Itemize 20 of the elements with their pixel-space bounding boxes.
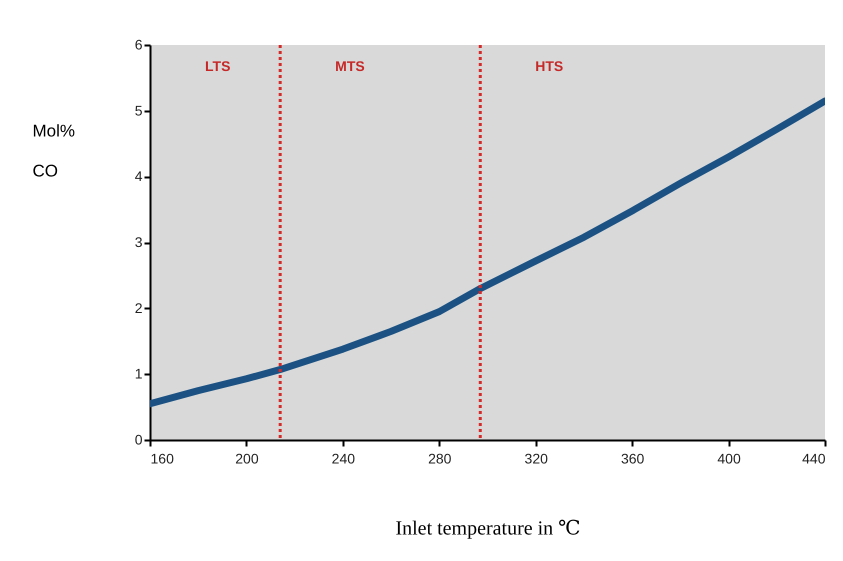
x-tick-label: 200 [235,450,259,466]
annotation: HTS [535,58,564,74]
y-tick-label: 2 [134,300,143,316]
y-tick-label: 5 [134,102,143,118]
x-axis-title: Inlet temperature in ℃ [395,518,581,540]
y-tick-label: 0 [134,432,143,448]
x-tick-label: 240 [332,450,356,466]
x-tick-label: 400 [717,450,741,466]
annotation: MTS [335,58,365,74]
x-tick-label: 440 [802,450,826,466]
annotation: LTS [205,58,230,74]
x-tick-label: 160 [150,450,174,466]
y-tick-label: 3 [134,234,143,250]
x-tick-label: 320 [524,450,548,466]
y-tick-label: 1 [134,366,143,382]
x-tick-label: 360 [620,450,645,466]
x-tick-label: 280 [428,450,452,466]
y-tick-label: 6 [134,36,143,52]
text: Mol% CO [32,122,76,180]
y-tick-label: 4 [134,168,143,184]
